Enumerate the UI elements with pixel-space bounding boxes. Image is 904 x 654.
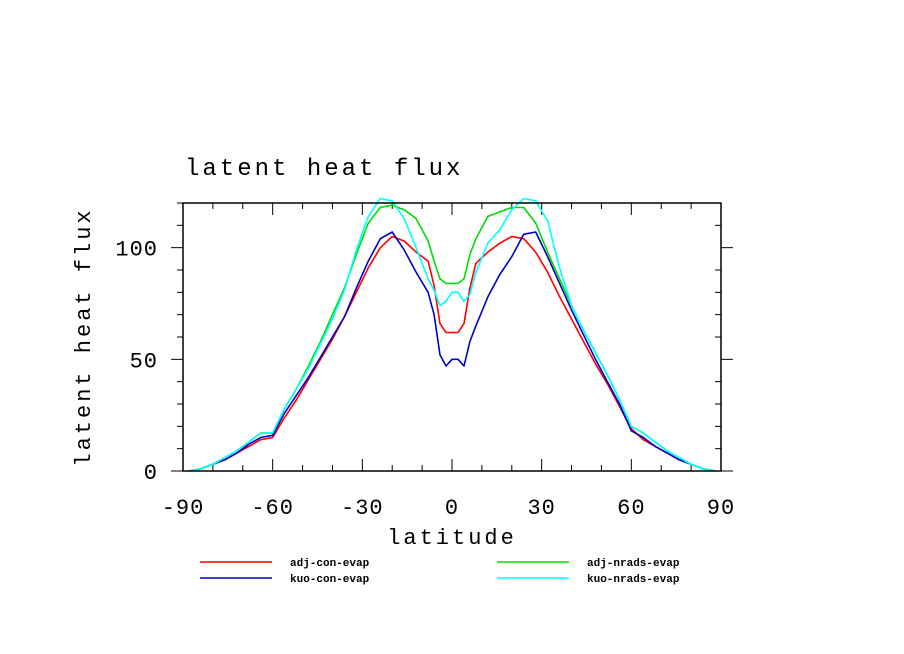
x-tick-label: 30 — [527, 496, 555, 521]
x-tick-label: 0 — [445, 496, 459, 521]
legend-label: kuo-nrads-evap — [587, 574, 680, 586]
x-tick-label: -30 — [341, 496, 384, 521]
legend: adj-con-evap kuo-con-evap adj-nrads-evap ku… — [200, 558, 680, 586]
x-tick-label: 90 — [707, 496, 735, 521]
x-axis-label: latitude — [387, 526, 517, 551]
series-line-adj-con-evap — [188, 235, 716, 472]
series-line-kuo-con-evap — [188, 231, 716, 472]
plot-frame — [182, 202, 722, 472]
series-lines — [188, 197, 716, 472]
legend-label: kuo-con-evap — [290, 574, 370, 586]
y-tick-label: 50 — [130, 349, 158, 374]
y-tick-labels: 0 50 100 — [115, 238, 158, 486]
series-line-kuo-nrads-evap — [188, 197, 716, 472]
x-tick-label: 60 — [617, 496, 645, 521]
chart-title: latent heat flux — [185, 156, 463, 183]
x-tick-label: -90 — [162, 496, 205, 521]
legend-label: adj-nrads-evap — [587, 558, 680, 570]
x-tick-label: -60 — [251, 496, 294, 521]
y-axis-label: latent heat flux — [72, 207, 97, 466]
x-tick-labels: -90 -60 -30 0 30 60 90 — [162, 496, 735, 521]
legend-label: adj-con-evap — [290, 558, 370, 570]
y-tick-label: 100 — [115, 238, 158, 263]
y-tick-label: 0 — [144, 461, 158, 486]
